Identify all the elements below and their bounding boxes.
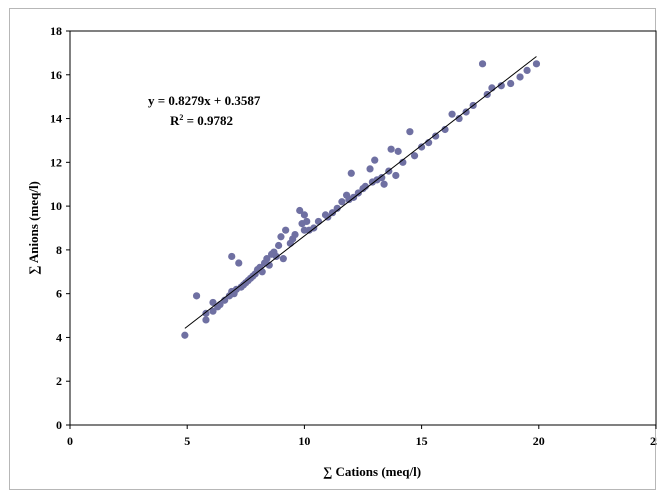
plot-area: [69, 30, 657, 426]
data-point: [296, 206, 304, 215]
data-point: [371, 156, 379, 164]
data-point: [455, 114, 463, 123]
x-tick-label: 25: [650, 434, 657, 448]
data-point: [235, 259, 243, 267]
data-point: [202, 309, 210, 317]
data-point: [263, 255, 271, 263]
x-tick-label: 0: [67, 434, 73, 448]
trendline: [184, 56, 537, 329]
data-point: [532, 60, 541, 68]
y-axis-title: ∑ Anions (meq/l): [26, 181, 41, 275]
x-tick-label: 5: [184, 434, 190, 448]
r-squared-prefix: R: [170, 113, 180, 128]
x-axis-title: ∑ Cations (meq/l): [323, 464, 421, 479]
data-point: [282, 226, 290, 234]
data-point: [209, 307, 217, 315]
data-point: [366, 165, 374, 173]
data-point: [361, 182, 369, 191]
y-tick-label: 8: [56, 243, 62, 257]
data-point: [418, 143, 426, 151]
data-point: [410, 152, 419, 160]
x-tick-label: 15: [416, 434, 428, 448]
data-point: [181, 331, 189, 339]
x-tick-label: 20: [533, 434, 545, 448]
y-tick-label: 10: [50, 199, 62, 213]
y-tick-label: 0: [56, 418, 62, 432]
y-tick-label: 6: [56, 287, 62, 301]
data-point: [441, 125, 449, 134]
data-point: [380, 180, 388, 188]
y-tick-label: 12: [50, 155, 62, 169]
x-axis-ticks: 0 5 10 15 20 25: [67, 425, 658, 448]
data-point: [399, 158, 407, 166]
data-point: [275, 241, 283, 250]
data-point: [507, 79, 515, 88]
data-point: [291, 230, 299, 239]
r-squared-exponent: 2: [179, 113, 183, 122]
scatter-chart: 0 2 4 6 8 10 12 14 16 18 0 5 10 15 20 25 y = 0.8279x +…: [26, 24, 658, 479]
y-tick-label: 4: [56, 330, 62, 344]
data-point: [228, 252, 236, 261]
y-tick-label: 18: [50, 24, 62, 38]
data-point: [392, 171, 400, 180]
x-tick-label: 10: [298, 434, 310, 448]
data-point: [209, 298, 217, 307]
data-point: [258, 268, 266, 276]
data-point: [478, 60, 487, 68]
data-point: [192, 292, 201, 300]
data-point: [448, 110, 456, 118]
data-point: [347, 169, 355, 177]
y-tick-label: 14: [50, 112, 62, 126]
data-point: [314, 217, 323, 226]
data-point: [300, 211, 308, 219]
data-point: [462, 108, 470, 116]
data-point: [265, 261, 273, 269]
data-point: [338, 198, 346, 206]
equation-label: y = 0.8279x + 0.3587: [148, 93, 261, 108]
y-tick-label: 2: [56, 374, 62, 388]
r-squared-value: = 0.9782: [183, 113, 233, 128]
data-point: [516, 73, 524, 81]
data-point: [303, 217, 311, 226]
chart-frame: 0 2 4 6 8 10 12 14 16 18 0 5 10 15 20 25 y = 0.8279x +…: [9, 8, 658, 490]
data-point: [523, 66, 531, 74]
data-point: [394, 147, 402, 155]
data-point: [333, 204, 341, 212]
data-point: [354, 189, 362, 197]
data-point: [406, 128, 414, 136]
data-point: [378, 174, 386, 182]
data-point: [279, 255, 287, 263]
data-point: [202, 316, 210, 324]
data-point: [277, 233, 285, 241]
data-point: [328, 209, 337, 217]
data-points: [181, 60, 541, 339]
y-axis-ticks: 0 2 4 6 8 10 12 14 16 18: [50, 24, 70, 432]
data-point: [272, 252, 280, 261]
data-point: [497, 82, 505, 90]
y-tick-label: 16: [50, 68, 62, 82]
data-point: [432, 132, 440, 140]
r-squared-label: R2 = 0.9782: [170, 113, 233, 128]
data-point: [387, 145, 395, 153]
